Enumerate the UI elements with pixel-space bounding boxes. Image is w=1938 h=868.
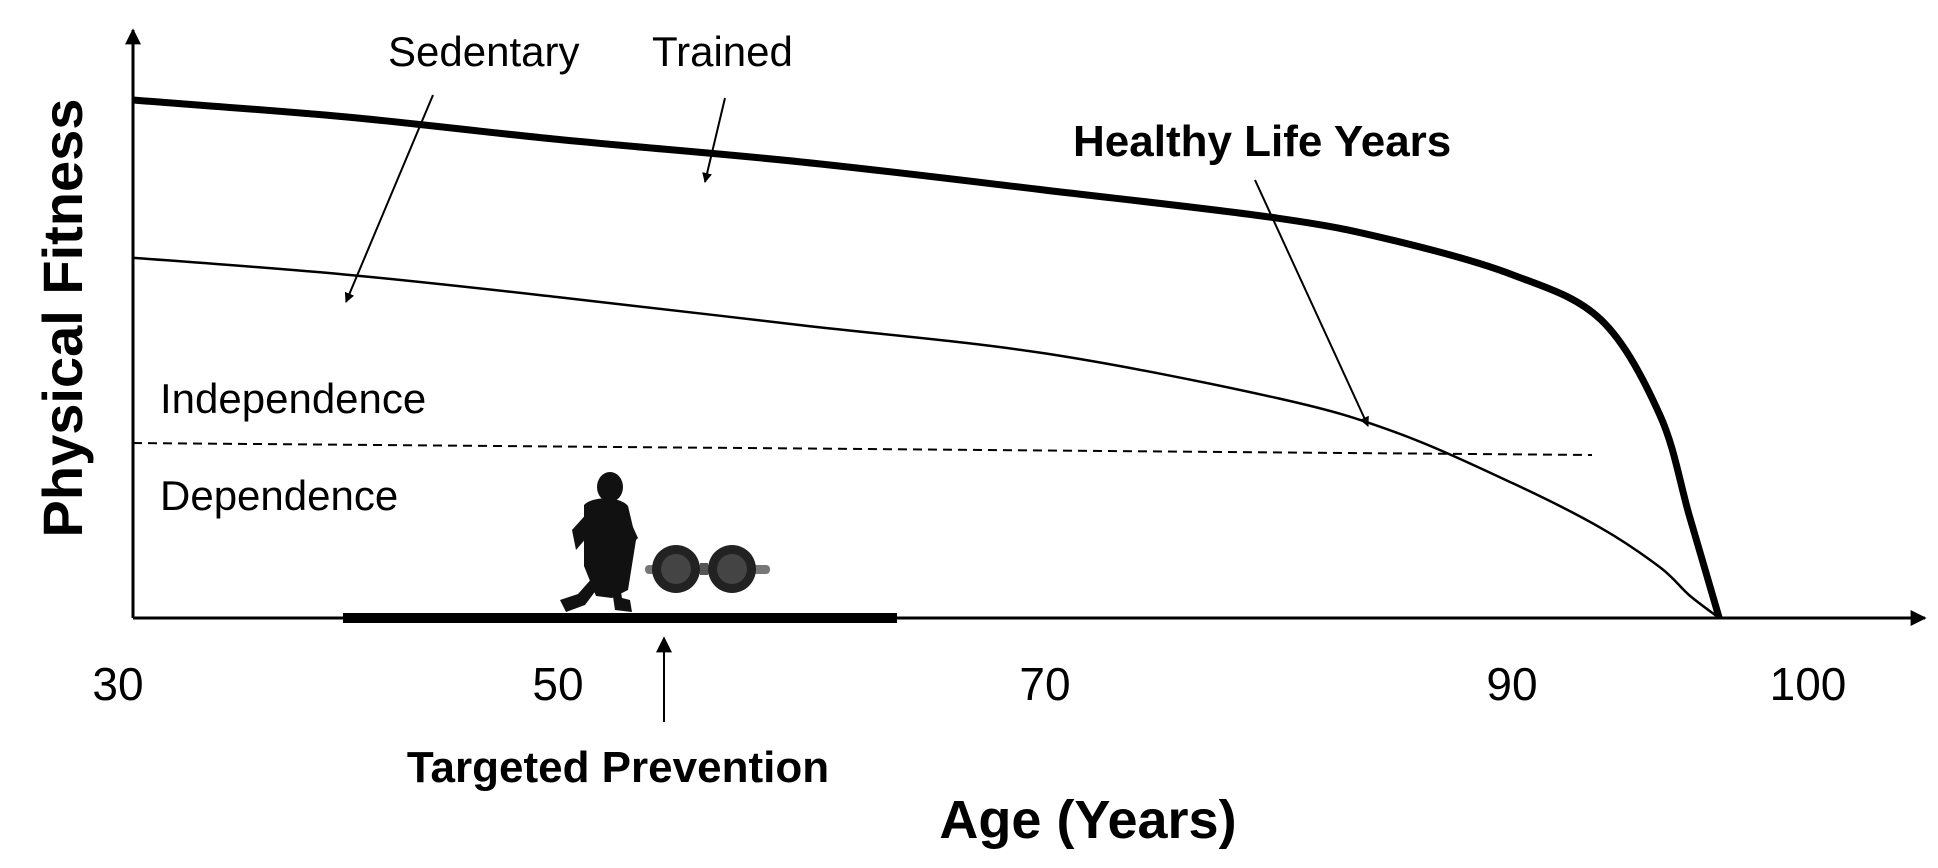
sedentary-label: Sedentary <box>388 28 579 75</box>
x-axis-title: Age (Years) <box>939 790 1236 850</box>
sedentary-pointer-arrow <box>344 94 434 303</box>
independence-threshold-line <box>132 442 1593 456</box>
dumbbell-icon <box>645 545 770 593</box>
healthy-life-years-arrow <box>1254 179 1369 427</box>
x-tick-30: 30 <box>92 658 143 710</box>
x-tick-50: 50 <box>532 658 583 710</box>
trained-curve <box>132 96 1723 619</box>
trained-label: Trained <box>652 28 793 75</box>
x-tick-100: 100 <box>1770 658 1847 710</box>
trained-pointer-arrow <box>702 97 726 183</box>
x-tick-90: 90 <box>1486 658 1537 710</box>
x-tick-70: 70 <box>1019 658 1070 710</box>
y-axis-title: Physical Fitness <box>31 99 94 538</box>
sedentary-curve <box>132 256 1720 619</box>
independence-label: Independence <box>160 375 426 422</box>
targeted-prevention-label: Targeted Prevention <box>407 743 829 792</box>
dependence-label: Dependence <box>160 472 398 519</box>
healthy-life-years-label: Healthy Life Years <box>1073 117 1451 166</box>
runner-icon <box>560 472 638 612</box>
